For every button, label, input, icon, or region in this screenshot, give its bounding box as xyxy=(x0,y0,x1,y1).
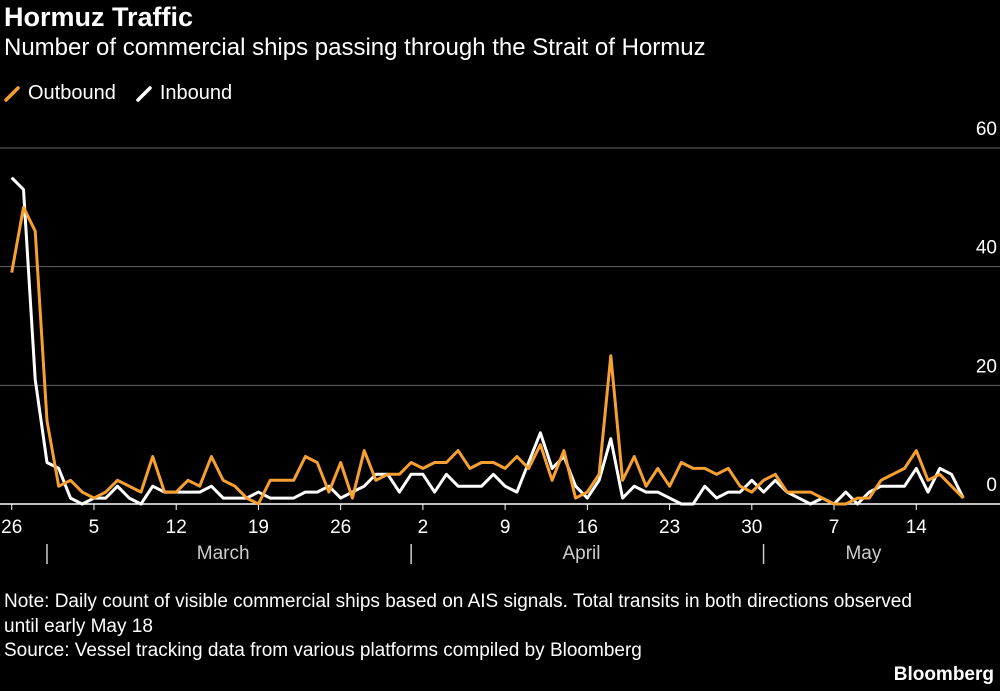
x-tick-label: 2 xyxy=(418,517,429,538)
y-tick-label: 20 xyxy=(976,356,997,377)
month-label: May xyxy=(845,543,881,564)
brand: Bloomberg xyxy=(893,664,994,685)
legend-slash xyxy=(4,85,20,102)
x-tick-label: 26 xyxy=(330,517,351,538)
chart: 0 20 40 60 26 5 12 19 26 2 9 16 23 30 7 14 March April May xyxy=(0,119,1000,564)
chart-title: Hormuz Traffic xyxy=(4,2,194,32)
x-tick-label: 30 xyxy=(741,517,762,538)
x-tick-label: 7 xyxy=(829,517,840,538)
data-line xyxy=(10,176,965,506)
legend-slash xyxy=(136,85,152,102)
data-line xyxy=(10,205,965,506)
x-tick-label: 9 xyxy=(500,517,511,538)
x-tick-label: 23 xyxy=(659,517,680,538)
x-tick-label: 26 xyxy=(1,517,22,538)
y-tick-label: 0 xyxy=(986,475,997,496)
legend: Outbound Inbound xyxy=(4,82,252,105)
x-tick-label: 5 xyxy=(89,517,100,538)
x-tick-label: 19 xyxy=(248,517,269,538)
chart-subtitle: Number of commercial ships passing throu… xyxy=(4,34,706,61)
x-tick-label: 14 xyxy=(906,517,928,538)
source: Source: Vessel tracking data from variou… xyxy=(4,640,642,661)
month-label: March xyxy=(197,543,250,564)
note: Note: Daily count of visible commercial … xyxy=(4,591,912,637)
legend-label: Outbound xyxy=(28,82,116,104)
legend-swatch xyxy=(4,85,20,102)
legend-item: Inbound xyxy=(136,82,232,105)
y-tick-label: 40 xyxy=(976,238,997,259)
x-tick-label: 12 xyxy=(166,517,187,538)
legend-label: Inbound xyxy=(159,82,233,104)
legend-swatch xyxy=(136,85,152,102)
y-tick-label: 60 xyxy=(976,119,997,140)
month-label: April xyxy=(562,543,600,564)
legend-item: Outbound xyxy=(4,82,116,105)
x-tick-label: 16 xyxy=(577,517,598,538)
